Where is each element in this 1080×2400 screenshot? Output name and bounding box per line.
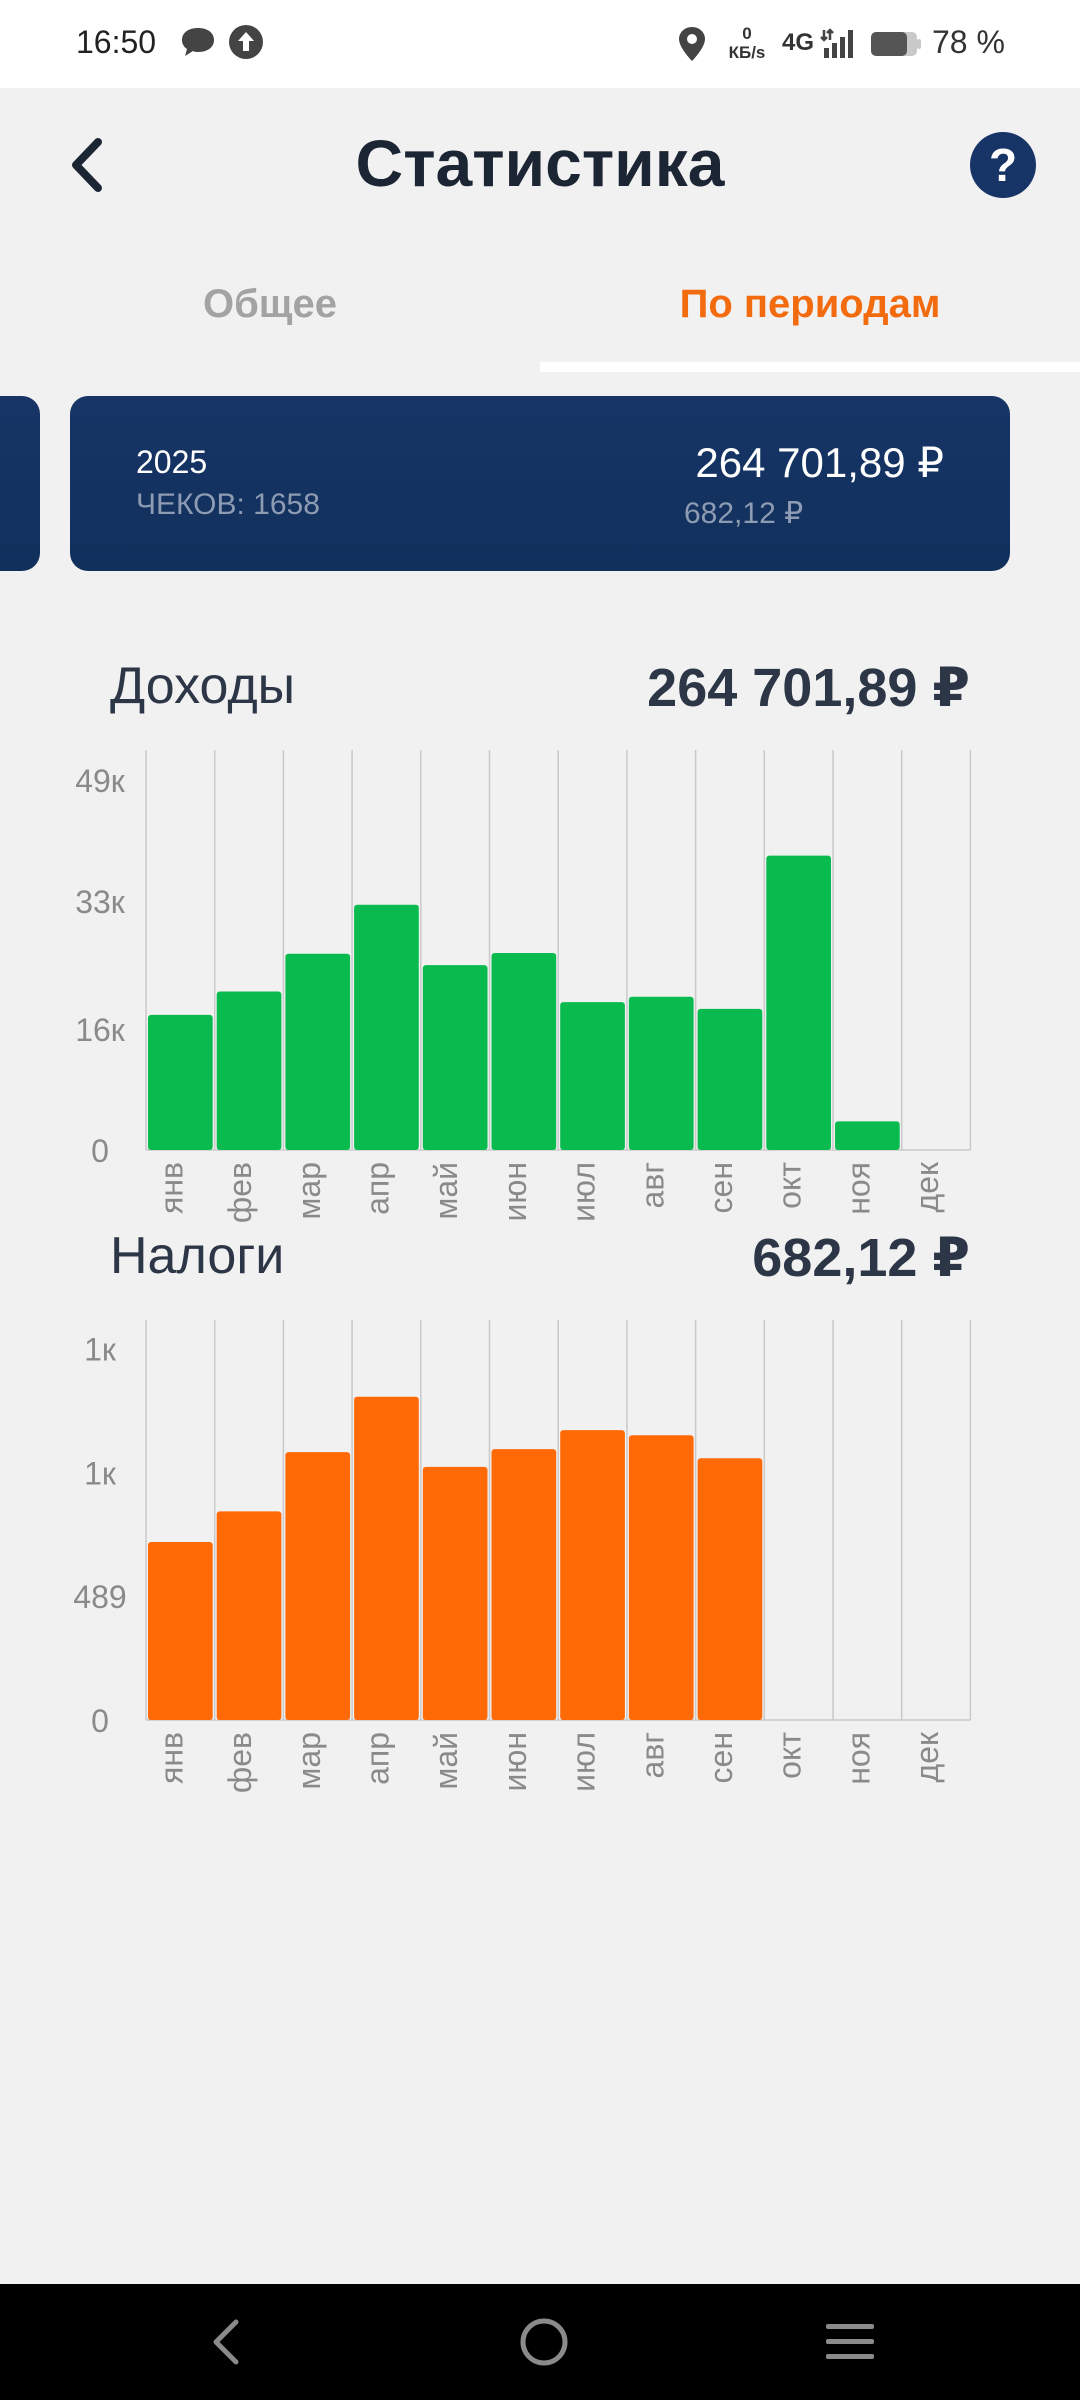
x-tick-label: окт — [772, 1732, 808, 1779]
network-speed-unit: КБ/s — [728, 43, 766, 62]
help-button[interactable]: ? — [970, 132, 1036, 198]
location-icon — [679, 27, 705, 61]
tab-periods[interactable]: По периодам — [679, 282, 941, 326]
x-tick-label: июл — [566, 1732, 602, 1792]
tab-active-indicator — [540, 362, 1080, 372]
y-tick-label: 49к — [75, 763, 126, 799]
y-tick-label: 33к — [75, 884, 126, 920]
network-speed: 0 КБ/s — [722, 24, 772, 62]
x-tick-label: дек — [909, 1161, 945, 1212]
bar-янв[interactable] — [148, 1542, 213, 1720]
x-tick-label: сен — [703, 1732, 739, 1783]
x-tick-label: мар — [291, 1162, 327, 1220]
x-tick-label: май — [428, 1732, 464, 1790]
x-tick-label: июл — [566, 1162, 602, 1222]
bar-окт[interactable] — [766, 855, 831, 1150]
y-tick-label: 0 — [91, 1703, 109, 1739]
x-tick-label: авг — [634, 1732, 670, 1778]
upload-icon — [229, 25, 263, 59]
help-icon: ? — [988, 139, 1018, 191]
bar-апр[interactable] — [354, 1396, 419, 1720]
bar-мар[interactable] — [285, 1452, 351, 1720]
bar-сен[interactable] — [697, 1458, 763, 1720]
x-tick-label: июн — [497, 1162, 533, 1222]
chart-svg: 0 16к 33к 49к янв фев мар апр май июн июл авг сен окт… — [75, 750, 972, 1223]
x-tick-label: апр — [359, 1732, 395, 1785]
x-tick-label: фев — [222, 1732, 258, 1793]
period-tax-total: 682,12 ₽ — [684, 497, 804, 530]
tax-section-title: Налоги — [110, 1227, 285, 1285]
battery-icon — [871, 32, 921, 56]
bar-фев[interactable] — [216, 1511, 282, 1720]
period-income-total: 264 701,89 ₽ — [695, 439, 944, 486]
x-tick-label: фев — [222, 1162, 258, 1223]
nav-back-icon[interactable] — [200, 2314, 256, 2370]
y-tick-label: 16к — [75, 1012, 126, 1048]
back-button[interactable] — [60, 130, 120, 200]
bar-авг[interactable] — [628, 996, 694, 1150]
battery-percent: 78 % — [932, 24, 1005, 60]
income-chart: 0 16к 33к 49к янв фев мар апр май июн июл авг сен окт… — [0, 740, 1080, 1240]
page-title: Статистика — [355, 126, 725, 200]
signal-icon — [820, 28, 853, 58]
bar-фев[interactable] — [216, 991, 282, 1150]
bar-май[interactable] — [422, 965, 488, 1150]
bar-мар[interactable] — [285, 953, 351, 1150]
x-tick-label: ноя — [840, 1162, 876, 1215]
x-tick-label: апр — [359, 1162, 395, 1215]
x-tick-label: янв — [153, 1162, 189, 1214]
period-checks-count: ЧЕКОВ: 1658 — [136, 488, 320, 521]
x-tick-label: май — [428, 1162, 464, 1220]
bar-июн[interactable] — [491, 1449, 557, 1720]
network-type: 4G — [782, 29, 815, 56]
bar-июл[interactable] — [560, 1430, 625, 1720]
system-nav-bar — [0, 2284, 1080, 2400]
network-speed-value: 0 — [742, 24, 752, 43]
nav-home-icon[interactable] — [514, 2312, 574, 2372]
status-time: 16:50 — [76, 24, 157, 60]
bar-янв[interactable] — [148, 1014, 213, 1150]
x-tick-label: ноя — [840, 1732, 876, 1785]
chevron-left-icon — [72, 138, 102, 192]
bar-июл[interactable] — [560, 1002, 625, 1150]
bar-авг[interactable] — [628, 1435, 694, 1720]
chart-svg: 0 489 1к 1к янв фев мар апр май июн июл авг сен окт но… — [73, 1320, 972, 1793]
tab-general[interactable]: Общее — [202, 282, 338, 326]
bar-ноя[interactable] — [835, 1121, 900, 1150]
x-tick-label: янв — [153, 1732, 189, 1784]
bar-июн[interactable] — [491, 953, 557, 1150]
bar-май[interactable] — [422, 1466, 488, 1720]
y-tick-label: 1к — [84, 1332, 117, 1368]
period-card[interactable]: 2025 ЧЕКОВ: 1658 264 701,89 ₽ 682,12 ₽ — [70, 396, 1010, 571]
tax-section-total: 682,12 ₽ — [752, 1228, 970, 1288]
y-tick-label: 0 — [91, 1133, 109, 1169]
x-tick-label: мар — [291, 1732, 327, 1790]
x-tick-label: июн — [497, 1732, 533, 1792]
chat-icon — [182, 28, 214, 56]
x-tick-label: окт — [772, 1162, 808, 1209]
income-section-total: 264 701,89 ₽ — [647, 658, 970, 718]
nav-menu-icon[interactable] — [822, 2316, 878, 2368]
x-tick-label: авг — [634, 1162, 670, 1208]
x-tick-label: сен — [703, 1162, 739, 1213]
period-year: 2025 — [136, 444, 208, 480]
tax-chart: 0 489 1к 1к янв фев мар апр май июн июл авг сен окт но… — [0, 1310, 1080, 1810]
bar-сен[interactable] — [697, 1008, 763, 1150]
income-section-title: Доходы — [110, 657, 296, 715]
previous-period-card[interactable] — [0, 396, 40, 571]
y-tick-label: 489 — [73, 1579, 126, 1615]
x-tick-label: дек — [909, 1731, 945, 1782]
bar-апр[interactable] — [354, 904, 419, 1150]
status-bar: 16:50 0 КБ/s 4G 78 % — [0, 0, 1080, 88]
y-tick-label: 1к — [84, 1455, 117, 1491]
